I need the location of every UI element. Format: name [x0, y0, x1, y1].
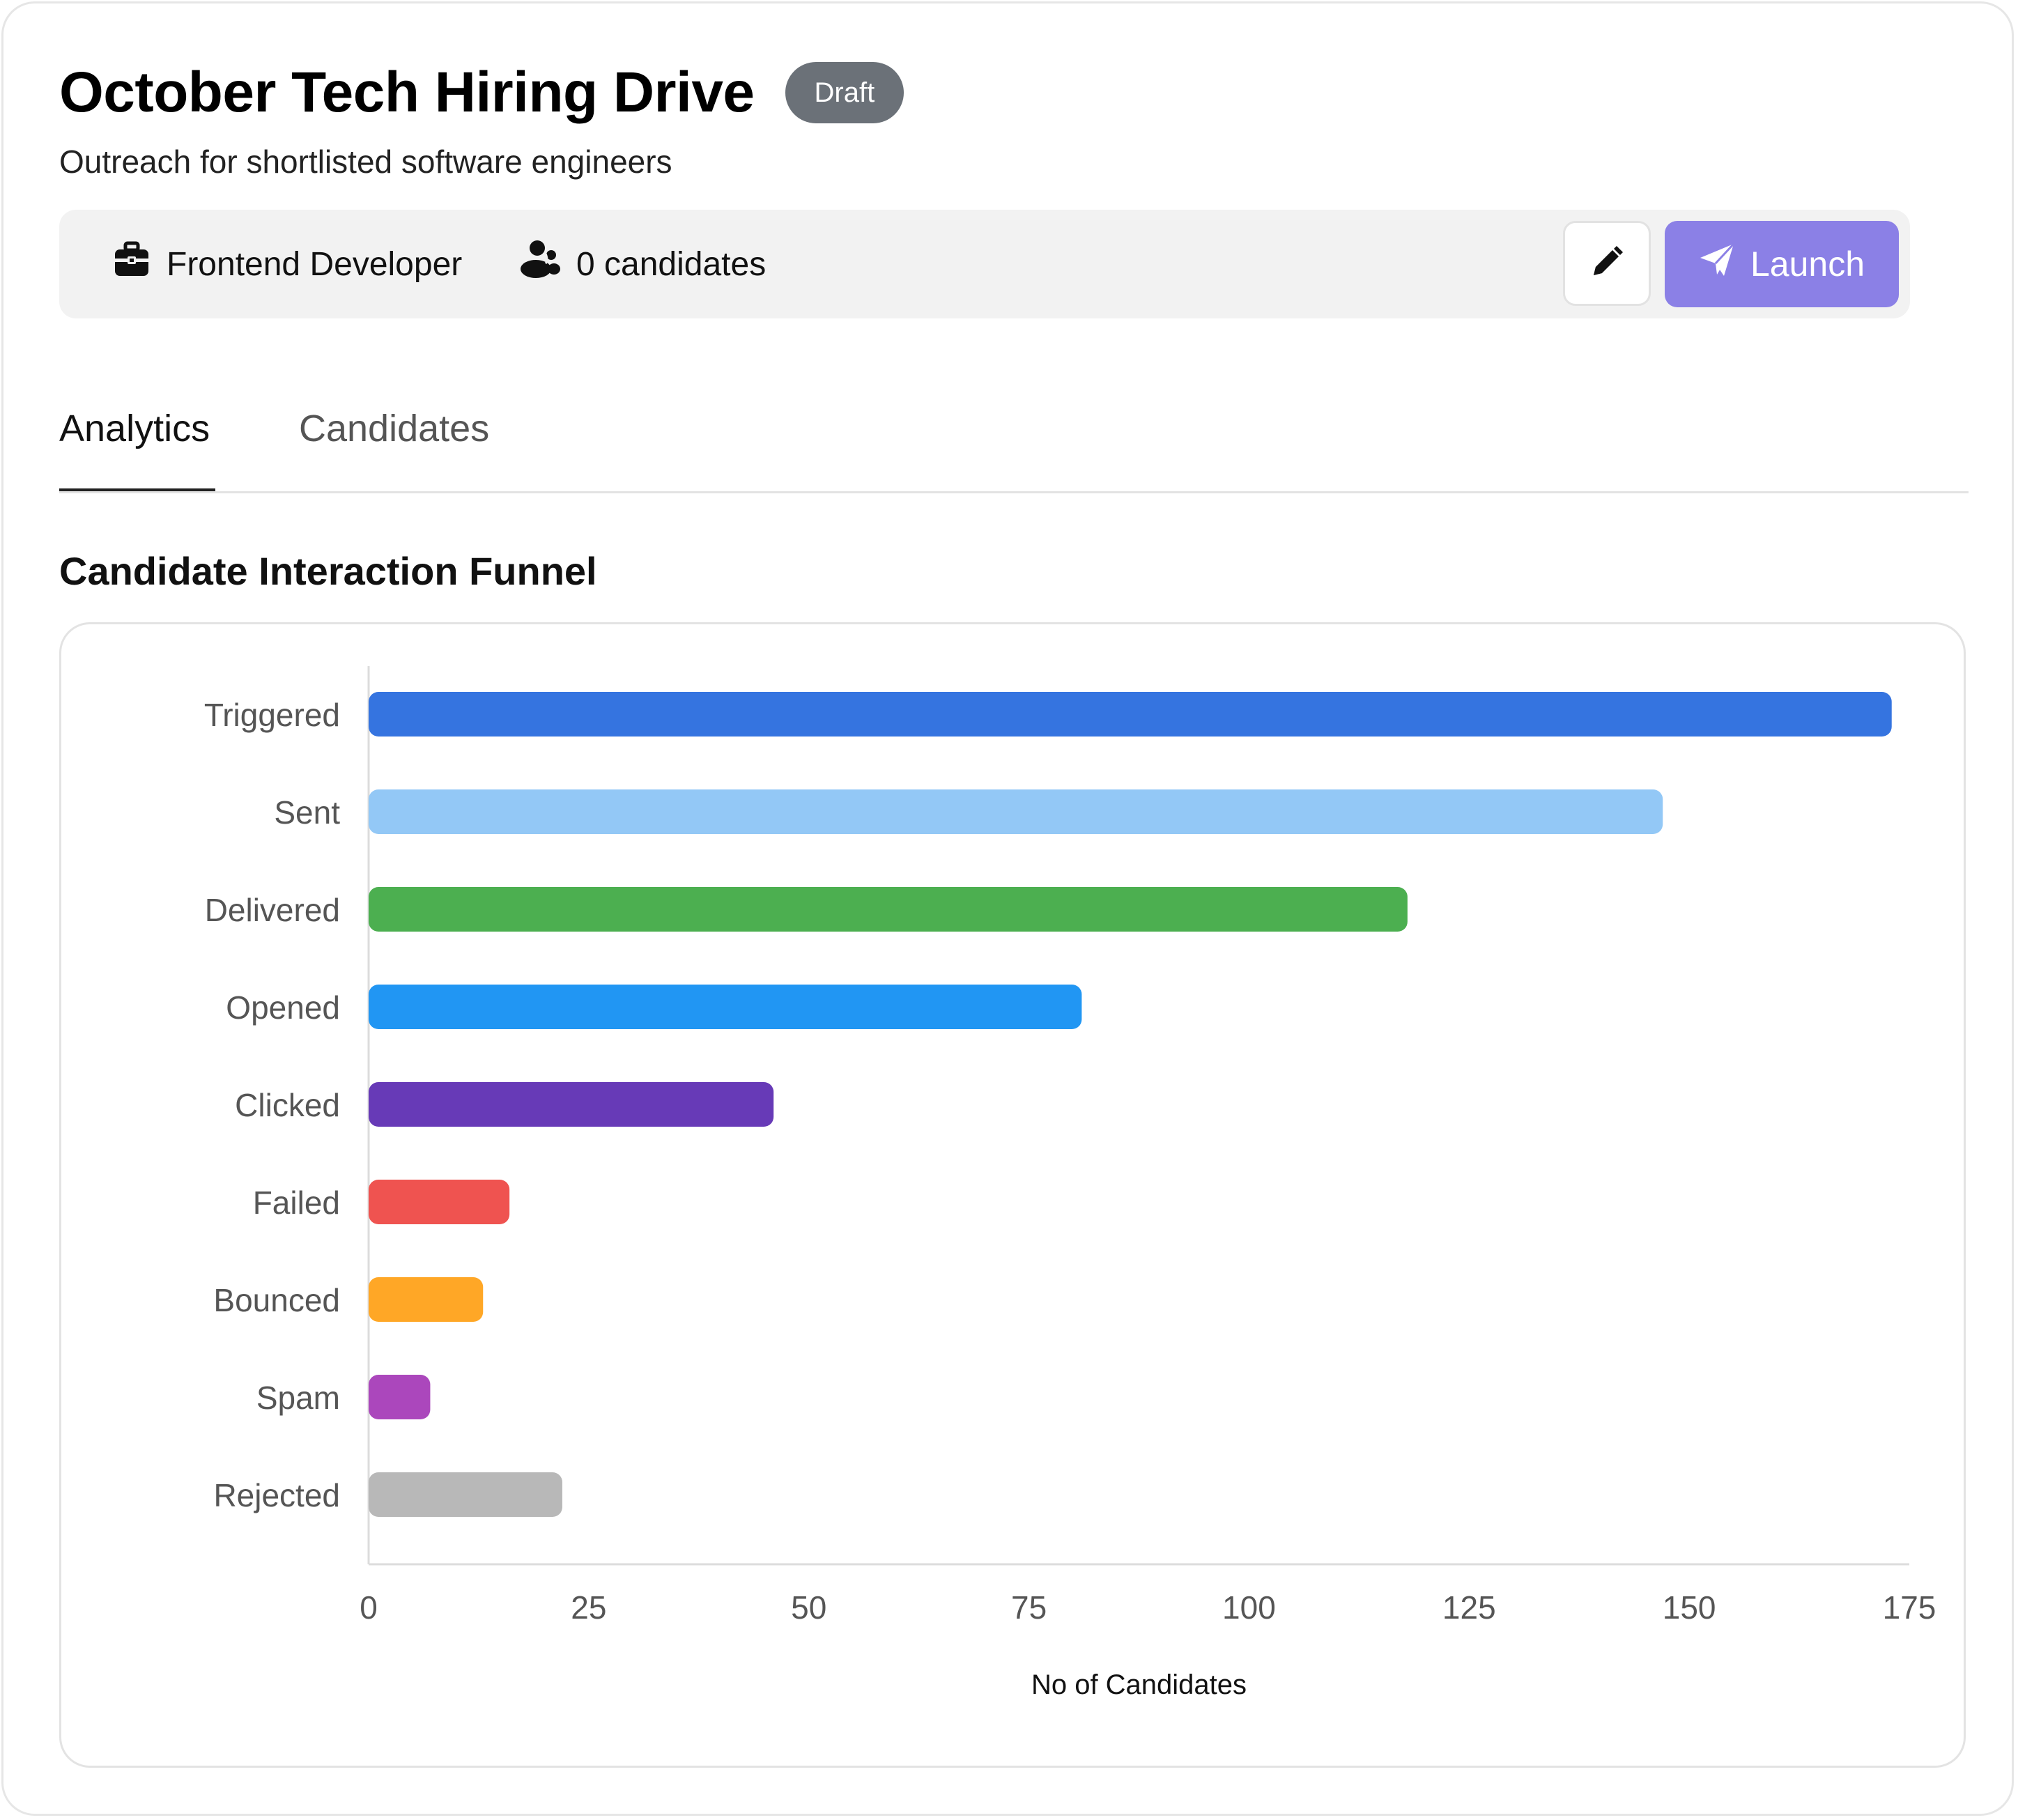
bar-bounced	[369, 1277, 484, 1322]
section-title: Candidate Interaction Funnel	[59, 549, 597, 593]
title-row: October Tech Hiring Drive Draft	[59, 62, 904, 123]
category-label: Sent	[274, 794, 340, 831]
category-label: Rejected	[213, 1477, 340, 1513]
launch-label: Launch	[1750, 245, 1865, 284]
launch-button[interactable]: Launch	[1665, 221, 1899, 307]
category-label: Bounced	[213, 1282, 340, 1318]
bar-opened	[369, 985, 1082, 1029]
paper-plane-icon	[1699, 242, 1750, 286]
x-tick-label: 0	[360, 1589, 378, 1626]
role-label: Frontend Developer	[167, 245, 463, 283]
x-axis-label: No of Candidates	[1031, 1669, 1247, 1700]
candidate-count-label: 0 candidates	[576, 245, 767, 283]
x-tick-label: 150	[1663, 1589, 1716, 1626]
bar-delivered	[369, 887, 1408, 932]
x-tick-label: 50	[791, 1589, 826, 1626]
bar-clicked	[369, 1082, 774, 1127]
x-tick-label: 125	[1442, 1589, 1496, 1626]
page-subtitle: Outreach for shortlisted software engine…	[59, 144, 672, 180]
category-label: Triggered	[204, 697, 340, 733]
category-label: Failed	[253, 1185, 340, 1221]
pencil-icon	[1589, 245, 1624, 283]
users-icon	[518, 240, 576, 288]
x-tick-label: 100	[1222, 1589, 1276, 1626]
edit-button[interactable]	[1563, 221, 1651, 306]
x-tick-label: 175	[1883, 1589, 1936, 1626]
bar-rejected	[369, 1472, 562, 1517]
category-label: Opened	[226, 989, 340, 1026]
status-badge: Draft	[785, 62, 904, 123]
tab-bar: Analytics Candidates	[59, 402, 1969, 493]
bar-failed	[369, 1180, 510, 1224]
category-label: Spam	[256, 1380, 340, 1416]
tab-analytics[interactable]: Analytics	[59, 408, 210, 449]
funnel-chart: Triggered Sent Delivered Opened Clicked Faile…	[204, 666, 1936, 1700]
bar-spam	[369, 1375, 431, 1419]
tab-candidates[interactable]: Candidates	[299, 408, 490, 449]
bar-triggered	[369, 692, 1892, 737]
x-tick-label: 75	[1011, 1589, 1047, 1626]
candidate-count-info: 0 candidates	[518, 210, 766, 318]
role-info: Frontend Developer	[112, 210, 462, 318]
x-tick-label: 25	[571, 1589, 606, 1626]
bar-sent	[369, 789, 1663, 834]
category-label: Clicked	[235, 1087, 340, 1123]
briefcase-icon	[112, 240, 167, 288]
active-tab-indicator	[59, 488, 215, 491]
page-title: October Tech Hiring Drive	[59, 61, 755, 124]
funnel-chart-container: Triggered Sent Delivered Opened Clicked Faile…	[59, 622, 1966, 1768]
category-label: Delivered	[205, 892, 340, 928]
